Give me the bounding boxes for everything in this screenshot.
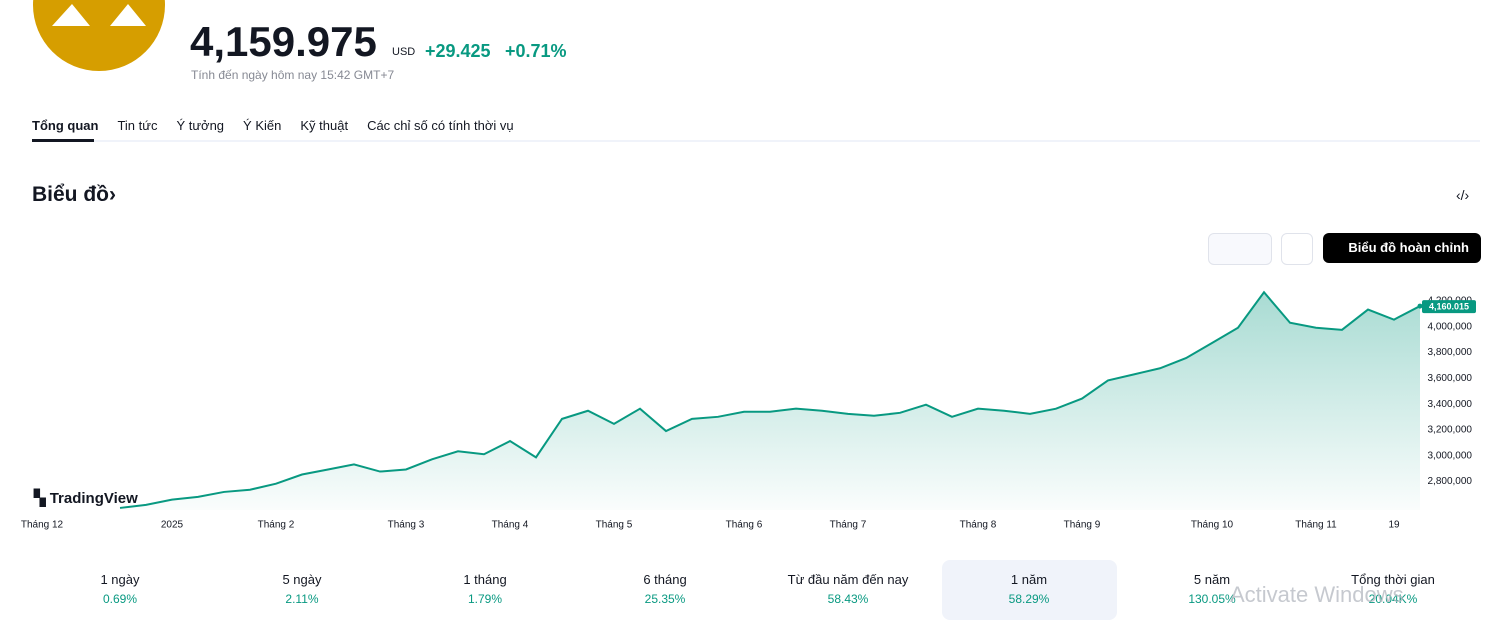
period-value: 1.79% bbox=[467, 592, 503, 606]
logo-mark bbox=[52, 4, 146, 26]
period-value: 25.35% bbox=[644, 592, 686, 606]
tabs: Tổng quan Tin tức Ý tưởng Ý Kiến Kỹ thuật Các… bbox=[32, 118, 514, 133]
period-value: 58.29% bbox=[1008, 592, 1050, 606]
tab[interactable]: Các chỉ số có tính thời vụ bbox=[367, 118, 514, 133]
timestamp: Tính đến ngày hôm nay 15:42 GMT+7 bbox=[191, 68, 395, 82]
change-percent: +0.71% bbox=[505, 41, 567, 61]
full-chart-label: Biểu đồ hoàn chỉnh bbox=[1348, 240, 1469, 255]
tab[interactable]: Tổng quan bbox=[32, 118, 99, 133]
brand: ▚ TradingView bbox=[34, 490, 138, 507]
period-value: 58.43% bbox=[827, 592, 869, 606]
period-label[interactable]: Tổng thời gian bbox=[1351, 572, 1435, 587]
tab[interactable]: Ý tưởng bbox=[176, 118, 225, 133]
x-tick-label: 2025 bbox=[161, 520, 184, 531]
x-tick-label: Tháng 11 bbox=[1295, 520, 1337, 531]
period-value: 2.11% bbox=[285, 592, 319, 606]
tab[interactable]: Tin tức bbox=[117, 118, 158, 133]
period-label[interactable]: 5 năm bbox=[1193, 572, 1231, 587]
tab[interactable]: Ý Kiến bbox=[243, 118, 282, 133]
x-tick-label: Tháng 4 bbox=[492, 520, 529, 531]
change: +29.425 bbox=[425, 41, 491, 61]
price: 4,159.975 bbox=[190, 18, 377, 65]
price-line bbox=[119, 290, 1421, 509]
x-tick-label: Tháng 6 bbox=[726, 520, 763, 531]
tabs-divider bbox=[32, 140, 1480, 142]
y-tick-label: 3,600,000 bbox=[1428, 373, 1473, 384]
period-value: 20.04K% bbox=[1368, 592, 1418, 606]
last-point bbox=[1417, 303, 1423, 309]
x-tick-label: Tháng 12 bbox=[21, 520, 64, 531]
section-title-text: Biểu đồ bbox=[32, 183, 109, 206]
period-label[interactable]: 1 ngày bbox=[100, 572, 140, 587]
chart: 2,800,000 3,000,000 3,200,000 3,400,000 3,60… bbox=[21, 0, 1476, 531]
y-tick-label: 4,000,000 bbox=[1428, 321, 1473, 332]
currency: USD bbox=[392, 46, 416, 58]
period-label[interactable]: 1 năm bbox=[1010, 572, 1048, 587]
x-tick-label: Tháng 7 bbox=[830, 520, 867, 531]
price-badge-label: 4,160.015 bbox=[1429, 301, 1469, 311]
chart-style-toggle[interactable] bbox=[1208, 233, 1272, 265]
period-label[interactable]: 5 ngày bbox=[282, 572, 322, 587]
embed-icon[interactable]: ‹/› bbox=[1456, 187, 1470, 203]
x-tick-label: Tháng 8 bbox=[960, 520, 997, 531]
period-label[interactable]: 1 tháng bbox=[463, 572, 507, 587]
brand-text: TradingView bbox=[49, 490, 138, 507]
period-value: 0.69% bbox=[102, 592, 138, 606]
logo bbox=[33, 0, 165, 71]
y-tick-label: 3,000,000 bbox=[1428, 450, 1473, 461]
x-tick-label: Tháng 3 bbox=[388, 520, 425, 531]
snapshot-button[interactable] bbox=[1281, 233, 1313, 265]
x-tick-label: Tháng 5 bbox=[596, 520, 633, 531]
x-tick-label: 19 bbox=[1388, 520, 1400, 531]
x-tick-label: Tháng 10 bbox=[1191, 520, 1234, 531]
tab[interactable]: Kỹ thuật bbox=[300, 118, 349, 133]
y-tick-label: 3,400,000 bbox=[1428, 399, 1473, 410]
full-chart-button[interactable]: Biểu đồ hoàn chỉnh bbox=[1323, 233, 1481, 263]
period-selected-bg bbox=[942, 560, 1117, 620]
area-fill bbox=[120, 292, 1420, 510]
period-label[interactable]: 6 tháng bbox=[643, 572, 687, 587]
period-value: 130.05% bbox=[1188, 592, 1236, 606]
price-badge bbox=[1422, 300, 1476, 314]
page: 2,800,000 3,000,000 3,200,000 3,400,000 3,60… bbox=[20, 0, 1481, 620]
watermark: Activate Windows bbox=[1230, 582, 1404, 607]
y-tick-label: 3,800,000 bbox=[1428, 347, 1473, 358]
x-tick-label: Tháng 2 bbox=[258, 520, 295, 531]
y-tick-label: 3,200,000 bbox=[1428, 425, 1473, 436]
section-title[interactable]: Biểu đồ› bbox=[32, 183, 116, 206]
period-label[interactable]: Từ đầu năm đến nay bbox=[787, 572, 909, 587]
x-tick-label: Tháng 9 bbox=[1064, 520, 1101, 531]
tab-active-indicator bbox=[32, 139, 94, 142]
y-tick-label: 2,800,000 bbox=[1428, 476, 1473, 487]
